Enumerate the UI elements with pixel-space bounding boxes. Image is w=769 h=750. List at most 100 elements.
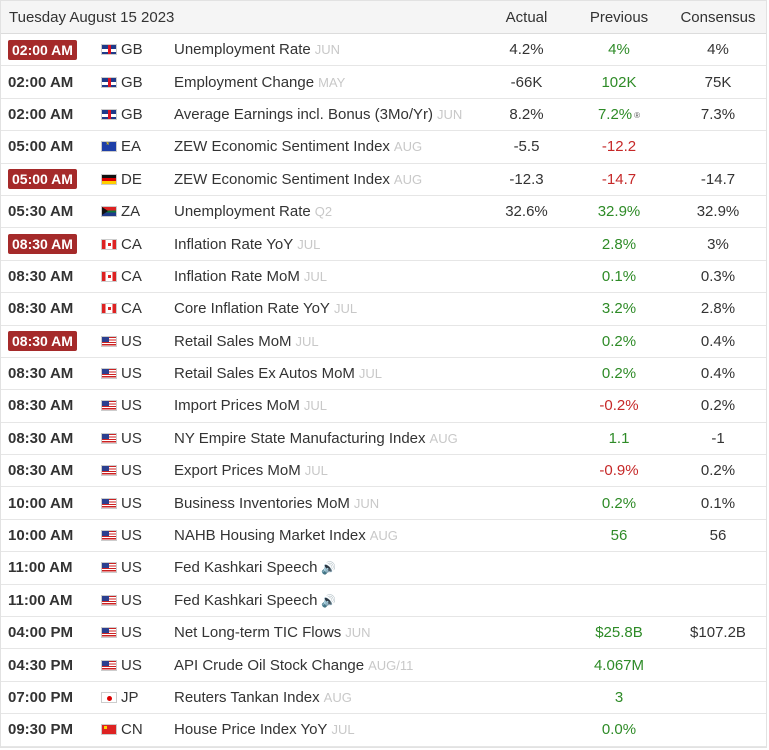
country-code[interactable]: US — [121, 624, 142, 642]
event-name[interactable]: ZEW Economic Sentiment Index — [174, 138, 390, 156]
country-code[interactable]: GB — [121, 41, 143, 59]
previous-column-header[interactable]: Previous — [589, 8, 649, 26]
event-row[interactable]: 05:00 AM EA ZEW Economic Sentiment Index… — [1, 131, 766, 164]
event-name-cell[interactable]: ZEW Economic Sentiment Index AUG — [174, 138, 488, 155]
event-row[interactable]: 10:00 AM US NAHB Housing Market Index AUG… — [1, 520, 766, 553]
country-code[interactable]: CA — [121, 235, 142, 253]
event-name[interactable]: Fed Kashkari Speech — [174, 559, 318, 577]
event-name[interactable]: Employment Change — [174, 73, 315, 91]
previous-value-cell: 0.2% — [565, 333, 673, 350]
country-code[interactable]: ZA — [121, 203, 141, 221]
event-row[interactable]: 02:00 AM GB Unemployment Rate JUN 4.2% 4%… — [1, 34, 766, 67]
event-row[interactable]: 02:00 AM GB Average Earnings incl. Bonus… — [1, 99, 766, 132]
country-code[interactable]: US — [121, 332, 142, 350]
event-name[interactable]: Reuters Tankan Index — [174, 689, 320, 706]
event-row[interactable]: 08:30 AM US Export Prices MoM JUL -0.9% 0… — [1, 455, 766, 488]
event-name[interactable]: Inflation Rate MoM — [174, 267, 300, 285]
country-code[interactable]: CA — [121, 300, 142, 318]
event-row[interactable]: 05:30 AM ZA Unemployment Rate Q2 32.6% 32… — [1, 196, 766, 229]
country-code[interactable]: GB — [121, 105, 143, 123]
country-code[interactable]: US — [121, 527, 142, 545]
event-name[interactable]: Retail Sales Ex Autos MoM — [174, 365, 355, 383]
event-row[interactable]: 08:30 AM CA Inflation Rate YoY JUL 2.8% 3… — [1, 228, 766, 261]
event-name-cell[interactable]: Business Inventories MoM JUN — [174, 495, 488, 512]
consensus-column-header[interactable]: Consensus — [680, 8, 756, 26]
country-code[interactable]: US — [121, 365, 142, 383]
event-time: 04:00 PM — [8, 624, 74, 642]
event-name[interactable]: House Price Index YoY — [174, 721, 328, 739]
event-row[interactable]: 08:30 AM US Retail Sales Ex Autos MoM JUL… — [1, 358, 766, 391]
speaker-icon: 🔊 — [321, 561, 337, 576]
country-code[interactable]: CA — [121, 267, 142, 285]
event-row[interactable]: 04:00 PM US Net Long-term TIC Flows JUN $… — [1, 617, 766, 650]
event-row[interactable]: 07:00 PM JP Reuters Tankan Index AUG 3 — [1, 682, 766, 715]
event-time: 08:30 AM — [8, 300, 74, 318]
country-code[interactable]: US — [121, 462, 142, 480]
event-name[interactable]: Average Earnings incl. Bonus (3Mo/Yr) — [174, 105, 434, 123]
reference-period: JUL — [295, 333, 319, 349]
event-name[interactable]: Import Prices MoM — [174, 397, 300, 415]
event-name[interactable]: Unemployment Rate — [174, 41, 311, 59]
event-name[interactable]: Export Prices MoM — [174, 462, 301, 480]
event-name[interactable]: Fed Kashkari Speech — [174, 591, 318, 609]
country-code[interactable]: US — [121, 591, 142, 609]
event-name[interactable]: Net Long-term TIC Flows — [174, 624, 342, 642]
event-name[interactable]: Business Inventories MoM — [174, 494, 350, 512]
event-time: 08:30 AM — [8, 397, 74, 415]
country-code[interactable]: CN — [121, 721, 143, 739]
event-name-cell[interactable]: NAHB Housing Market Index AUG — [174, 527, 488, 544]
event-name[interactable]: Inflation Rate YoY — [174, 235, 294, 253]
event-name-cell[interactable]: Export Prices MoM JUL — [174, 462, 488, 479]
event-name[interactable]: API Crude Oil Stock Change — [174, 656, 365, 674]
event-name-cell[interactable]: Core Inflation Rate YoY JUL — [174, 300, 488, 317]
event-row[interactable]: 08:30 AM US Import Prices MoM JUL -0.2% 0… — [1, 390, 766, 423]
event-row[interactable]: 08:30 AM US NY Empire State Manufacturin… — [1, 423, 766, 456]
event-name-cell[interactable]: Net Long-term TIC Flows JUN — [174, 624, 488, 641]
country-code[interactable]: US — [121, 656, 142, 674]
event-name-cell[interactable]: Unemployment Rate JUN — [174, 41, 488, 58]
event-name-cell[interactable]: Reuters Tankan Index AUG — [174, 689, 488, 706]
event-name-cell[interactable]: Import Prices MoM JUL — [174, 397, 488, 414]
reference-period: JUL — [358, 366, 383, 382]
event-name-cell[interactable]: House Price Index YoY JUL — [174, 721, 488, 738]
previous-value-cell: 3.2% — [565, 300, 673, 317]
event-row[interactable]: 08:30 AM CA Core Inflation Rate YoY JUL 3… — [1, 293, 766, 326]
event-name-cell[interactable]: NY Empire State Manufacturing Index AUG — [174, 430, 488, 447]
event-row[interactable]: 11:00 AM US Fed Kashkari Speech 🔊 — [1, 585, 766, 618]
event-row[interactable]: 08:30 AM US Retail Sales MoM JUL 0.2% 0.4… — [1, 326, 766, 358]
country-code[interactable]: US — [121, 429, 142, 447]
event-name-cell[interactable]: Fed Kashkari Speech 🔊 — [174, 592, 488, 609]
event-name-cell[interactable]: Employment Change MAY — [174, 74, 488, 91]
event-name[interactable]: ZEW Economic Sentiment Index — [174, 170, 390, 188]
country-code[interactable]: US — [121, 494, 142, 512]
event-name[interactable]: NAHB Housing Market Index — [174, 527, 366, 545]
event-name-cell[interactable]: Inflation Rate YoY JUL — [174, 236, 488, 253]
event-row[interactable]: 05:00 AM DE ZEW Economic Sentiment Index… — [1, 164, 766, 196]
event-row[interactable]: 08:30 AM CA Inflation Rate MoM JUL 0.1% 0… — [1, 261, 766, 294]
actual-column-header[interactable]: Actual — [505, 8, 548, 26]
event-name-cell[interactable]: Average Earnings incl. Bonus (3Mo/Yr) JUN — [174, 106, 488, 123]
event-row[interactable]: 02:00 AM GB Employment Change MAY -66K 10… — [1, 66, 766, 99]
event-row[interactable]: 10:00 AM US Business Inventories MoM JUN … — [1, 487, 766, 520]
country-code[interactable]: US — [121, 397, 142, 415]
event-name-cell[interactable]: API Crude Oil Stock Change AUG/11 — [174, 657, 488, 674]
event-name-cell[interactable]: Unemployment Rate Q2 — [174, 203, 488, 220]
event-name-cell[interactable]: ZEW Economic Sentiment Index AUG — [174, 171, 488, 188]
event-name[interactable]: Unemployment Rate — [174, 203, 311, 221]
event-row[interactable]: 09:30 PM CN House Price Index YoY JUL 0.0… — [1, 714, 766, 747]
country-code[interactable]: EA — [121, 138, 142, 156]
event-name[interactable]: NY Empire State Manufacturing Index — [174, 429, 426, 447]
country-code[interactable]: GB — [121, 73, 143, 91]
event-name-cell[interactable]: Fed Kashkari Speech 🔊 — [174, 559, 488, 576]
country-code[interactable]: US — [121, 559, 142, 577]
country-code[interactable]: JP — [121, 689, 139, 706]
country-code[interactable]: DE — [121, 170, 142, 188]
event-name-cell[interactable]: Retail Sales Ex Autos MoM JUL — [174, 365, 488, 382]
consensus-value: 0.4% — [700, 332, 736, 350]
event-row[interactable]: 04:30 PM US API Crude Oil Stock Change AU… — [1, 649, 766, 682]
event-row[interactable]: 11:00 AM US Fed Kashkari Speech 🔊 — [1, 552, 766, 585]
event-name[interactable]: Core Inflation Rate YoY — [174, 300, 330, 318]
event-name[interactable]: Retail Sales MoM — [174, 332, 292, 350]
event-name-cell[interactable]: Inflation Rate MoM JUL — [174, 268, 488, 285]
event-name-cell[interactable]: Retail Sales MoM JUL — [174, 333, 488, 350]
